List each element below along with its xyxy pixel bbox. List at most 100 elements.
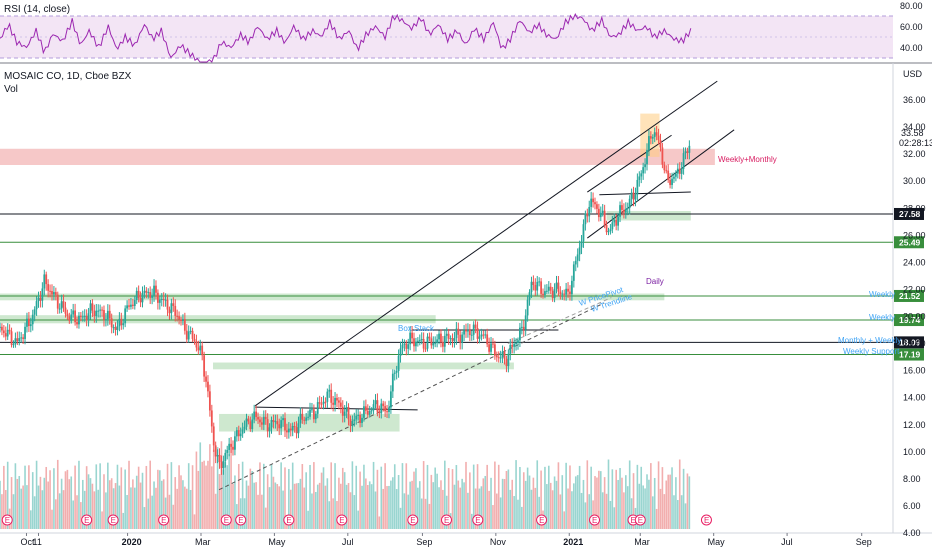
candle-body-94 [180, 319, 182, 321]
volume-bar-291 [559, 494, 562, 529]
price-tick-11: 14.00 [903, 393, 926, 403]
candle-body-350 [673, 176, 675, 179]
candle-body-44 [83, 315, 86, 317]
volume-bar-288 [553, 476, 556, 529]
candle-body-327 [628, 198, 631, 209]
time-tick-3: Mar [195, 537, 211, 547]
volume-bar-226 [434, 467, 436, 529]
earnings-marker-0 [1, 514, 13, 526]
volume-bar-356 [684, 503, 687, 529]
candle-body-27 [51, 291, 53, 295]
volume-bar-241 [463, 482, 465, 529]
candle-body-214 [411, 332, 413, 339]
volume-label[interactable]: Vol [4, 84, 18, 95]
volume-bar-110 [211, 466, 213, 529]
candle-body-264 [507, 353, 510, 367]
rsi-pane[interactable]: RSI (14, close) 80.00 60.00 40.00 [0, 1, 923, 63]
volume-bar-171 [328, 501, 331, 529]
volume-bar-236 [453, 484, 456, 529]
candle-body-51 [97, 310, 100, 312]
volume-bar-305 [586, 460, 589, 529]
symbol-title[interactable]: MOSAIC CO, 1D, Cboe BZX [4, 71, 132, 82]
candle-body-20 [37, 297, 40, 302]
candle-body-295 [567, 288, 569, 292]
volume-bar-298 [573, 483, 575, 529]
candle-body-305 [586, 213, 589, 217]
volume-bar-350 [673, 495, 675, 529]
candle-body-247 [474, 324, 477, 329]
candle-body-321 [617, 216, 620, 226]
candle-body-190 [364, 406, 367, 411]
earnings-label-7: E [339, 516, 344, 525]
volume-bar-306 [588, 494, 591, 529]
price-axis[interactable]: 36.00 34.00 32.00 30.00 28.00 26.00 24.00 22.00… [903, 95, 926, 538]
volume-bar-358 [688, 476, 691, 529]
volume-bar-17 [31, 472, 34, 529]
candle-body-30 [56, 294, 59, 309]
candle-body-146 [280, 420, 283, 429]
volume-bar-228 [438, 487, 440, 529]
candle-body-73 [139, 298, 142, 303]
volume-bar-88 [168, 494, 171, 529]
volume-bar-178 [341, 467, 344, 529]
volume-bar-355 [682, 468, 685, 529]
volume-bar-201 [386, 486, 388, 529]
volume-bar-257 [494, 461, 496, 529]
volume-bar-308 [592, 500, 594, 529]
candle-body-230 [441, 342, 444, 347]
candle-body-123 [235, 430, 238, 437]
candle-body-46 [87, 313, 90, 321]
level-badge-5 [894, 348, 924, 361]
volume-bar-49 [93, 491, 96, 529]
candle-body-47 [89, 303, 92, 314]
volume-bar-206 [395, 489, 398, 529]
candle-body-69 [131, 304, 134, 306]
earnings-marker-5 [235, 514, 247, 526]
volume-bar-290 [557, 462, 560, 529]
candle-body-251 [482, 334, 485, 336]
volume-bar-57 [108, 480, 111, 529]
volume-bar-31 [58, 493, 61, 529]
candle-body-257 [493, 344, 496, 356]
candle-body-324 [622, 209, 625, 213]
time-tick-9: Mar [634, 537, 650, 547]
volume-bar-311 [598, 470, 600, 529]
candle-body-318 [611, 222, 614, 230]
candle-body-167 [320, 403, 323, 405]
volume-bar-163 [313, 462, 315, 529]
candle-body-339 [651, 137, 654, 139]
volume-bar-64 [122, 512, 125, 529]
volume-bar-60 [114, 483, 117, 529]
candle-body-77 [147, 292, 150, 294]
volume-bar-133 [255, 482, 257, 529]
trendline-0 [254, 80, 718, 407]
candle-body-235 [451, 338, 454, 341]
candle-body-84 [160, 299, 163, 301]
price-tick-9: 18.00 [903, 339, 926, 349]
volume-bar-160 [307, 510, 309, 529]
volume-bar-196 [376, 469, 379, 529]
volume-bar-301 [578, 465, 581, 529]
volume-bar-116 [222, 469, 225, 529]
level-badge-4 [894, 336, 924, 349]
volume-bar-213 [409, 481, 411, 529]
volume-bar-74 [141, 472, 144, 529]
candle-body-185 [355, 415, 358, 420]
volume-bar-132 [253, 482, 255, 529]
candle-body-119 [228, 443, 231, 450]
candle-body-220 [422, 338, 425, 349]
volume-bar-36 [68, 479, 71, 529]
volume-bar-114 [218, 474, 221, 529]
earnings-label-4: E [224, 516, 229, 525]
candle-body-79 [151, 295, 154, 298]
volume-bar-99 [189, 489, 192, 529]
candle-body-231 [443, 335, 446, 347]
candle-body-103 [197, 347, 200, 351]
volume-bar-211 [405, 463, 408, 529]
candle-body-151 [289, 428, 292, 431]
volume-bar-321 [617, 479, 619, 529]
candle-body-353 [678, 168, 681, 174]
